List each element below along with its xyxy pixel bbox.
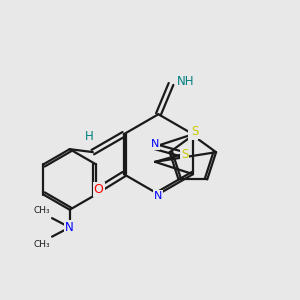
- Text: N: N: [151, 140, 159, 149]
- Text: S: S: [191, 125, 199, 139]
- Text: H: H: [85, 130, 94, 142]
- Text: N: N: [154, 191, 163, 201]
- Text: CH₃: CH₃: [33, 240, 50, 249]
- Text: NH: NH: [177, 75, 195, 88]
- Text: CH₃: CH₃: [33, 206, 50, 215]
- Text: N: N: [189, 129, 197, 139]
- Text: O: O: [94, 183, 103, 196]
- Text: S: S: [181, 148, 188, 161]
- Text: N: N: [65, 221, 74, 234]
